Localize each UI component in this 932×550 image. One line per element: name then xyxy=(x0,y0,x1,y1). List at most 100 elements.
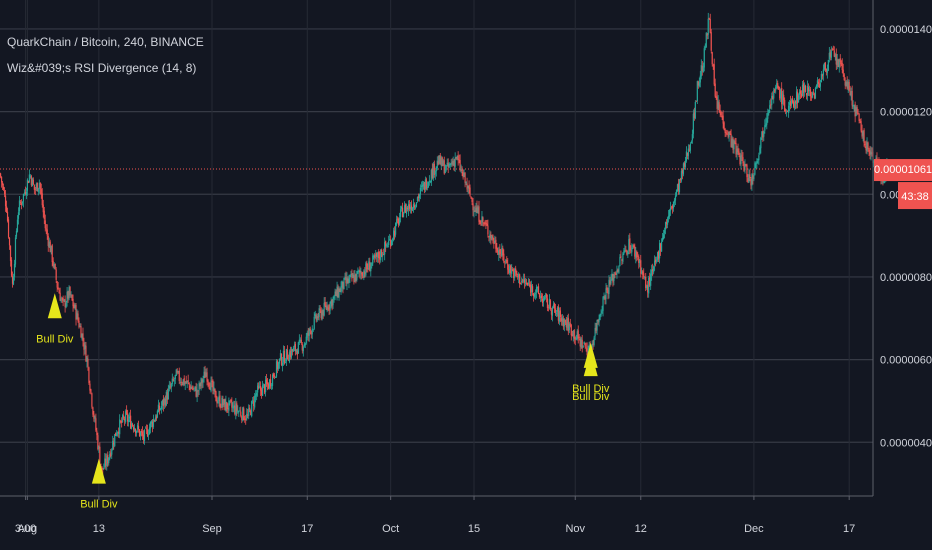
candle-body xyxy=(54,263,56,269)
candle-body xyxy=(476,206,478,213)
candle-body xyxy=(306,332,308,338)
candle-body xyxy=(608,279,610,294)
candle-body xyxy=(165,391,167,406)
candle-body xyxy=(321,311,323,319)
candle-body xyxy=(701,65,703,72)
candle-body xyxy=(432,163,434,179)
candle-body xyxy=(652,269,654,272)
candle-body xyxy=(98,446,100,449)
candle-body xyxy=(514,268,516,278)
candle-body xyxy=(853,105,855,106)
candle-body xyxy=(620,256,622,258)
candle-body xyxy=(238,411,240,413)
indicator-label[interactable]: Wiz&#039;s RSI Divergence (14, 8) xyxy=(7,61,196,75)
candle-body xyxy=(57,287,59,290)
candle-body xyxy=(645,277,647,288)
candle-body xyxy=(730,133,732,147)
candle-body xyxy=(189,385,191,391)
candle-body xyxy=(157,404,160,413)
candle-body xyxy=(807,87,810,92)
candle-body xyxy=(672,201,675,209)
candle-body xyxy=(619,256,621,267)
candle-body xyxy=(843,74,845,81)
candle-body xyxy=(270,384,273,386)
candle-body xyxy=(288,352,291,362)
candle-body xyxy=(179,381,181,383)
candle-body xyxy=(233,405,235,408)
candle-body xyxy=(231,402,233,408)
candle-body xyxy=(326,305,328,311)
candle-body xyxy=(221,397,223,408)
candle-body xyxy=(721,115,723,117)
candle-body xyxy=(686,152,689,156)
candle-body xyxy=(409,206,412,210)
candle-body xyxy=(793,101,796,109)
candle-body xyxy=(27,181,29,184)
candle-body xyxy=(531,286,534,292)
candle-body xyxy=(205,372,207,377)
candle-body xyxy=(340,286,342,293)
candle-body xyxy=(126,409,128,414)
candle-body xyxy=(330,300,332,304)
candle-body xyxy=(820,73,822,83)
candle-body xyxy=(91,393,93,407)
candle-body xyxy=(830,50,832,58)
candle-body xyxy=(166,392,168,400)
candle-body xyxy=(17,212,20,219)
candle-body xyxy=(48,241,50,247)
candle-body xyxy=(724,128,726,133)
candle-body xyxy=(22,194,25,202)
symbol-title[interactable]: QuarkChain / Bitcoin, 240, BINANCE xyxy=(7,35,204,49)
candle-body xyxy=(477,207,479,214)
candle-body xyxy=(825,68,827,72)
candle-body xyxy=(336,286,338,298)
candle-body xyxy=(491,236,493,239)
candle-body xyxy=(511,269,513,274)
candle-body xyxy=(865,146,867,151)
candle-body xyxy=(832,49,834,51)
candle-body xyxy=(228,400,230,411)
candle-body xyxy=(461,169,463,172)
candle-body xyxy=(116,433,118,436)
candle-body xyxy=(425,179,427,189)
candle-body xyxy=(658,251,660,259)
candle-body xyxy=(42,204,44,213)
candle-body xyxy=(173,380,175,382)
candle-body xyxy=(358,270,360,273)
candle-body xyxy=(563,318,565,326)
candle-body xyxy=(464,172,466,183)
candle-body xyxy=(282,350,285,362)
candle-body xyxy=(416,197,419,202)
candle-body xyxy=(255,394,257,397)
candle-body xyxy=(651,269,653,276)
candle-body xyxy=(1,182,4,186)
candle-body xyxy=(859,119,861,121)
candle-body xyxy=(13,263,16,277)
candle-body xyxy=(489,234,491,239)
candle-body xyxy=(135,430,138,434)
candle-body xyxy=(769,105,771,110)
candle-body xyxy=(268,379,271,388)
candle-body xyxy=(497,250,499,255)
candle-body xyxy=(822,69,824,76)
candle-body xyxy=(567,317,569,332)
candle-body xyxy=(246,413,248,420)
candle-body xyxy=(4,195,7,207)
candle-body xyxy=(784,100,786,112)
candle-body xyxy=(244,418,246,420)
candle-body xyxy=(819,83,821,87)
candle-body xyxy=(118,431,120,434)
candle-body xyxy=(224,399,226,411)
candle-body xyxy=(16,219,19,232)
candle-body xyxy=(88,367,90,383)
time-tick-label: Sep xyxy=(202,523,222,535)
candle-body xyxy=(605,288,607,299)
candle-body xyxy=(70,294,72,296)
candles[interactable] xyxy=(0,12,888,475)
candle-body xyxy=(65,302,67,308)
time-tick-label: 17 xyxy=(301,523,313,535)
candle-body xyxy=(762,131,764,138)
candle-body xyxy=(34,189,36,190)
candle-body xyxy=(82,333,84,342)
